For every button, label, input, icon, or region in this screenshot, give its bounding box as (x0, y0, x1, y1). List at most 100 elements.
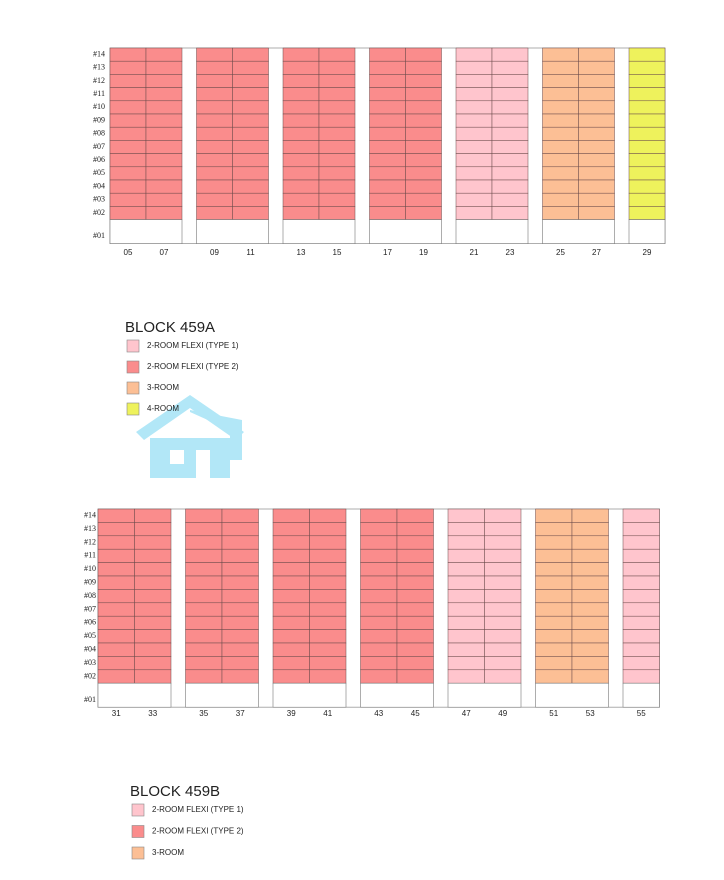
unit-cell (622, 656, 660, 671)
unit-cell (360, 669, 398, 684)
unit-cell (447, 535, 485, 550)
unit-cell (232, 179, 269, 194)
unit-label: 35 (199, 709, 208, 718)
unit-cell (369, 47, 406, 62)
unit-cell (109, 60, 147, 75)
unit-cell (196, 60, 233, 75)
floor-label: #13 (93, 63, 105, 72)
unit-cell (405, 60, 442, 75)
unit-cell (145, 47, 183, 62)
unit-cell (484, 629, 522, 644)
floor-label: #04 (93, 181, 105, 190)
floor-label: #03 (93, 195, 105, 204)
floor-label: #06 (93, 155, 105, 164)
unit-cell (134, 642, 172, 657)
unit-cell (221, 669, 259, 684)
unit-cell (221, 508, 259, 523)
unit-cell (396, 508, 434, 523)
unit-cell (491, 179, 529, 194)
unit-cell (134, 615, 172, 630)
floor-label: #02 (84, 671, 96, 680)
ground-floor (542, 219, 615, 244)
unit-label: 45 (411, 709, 420, 718)
unit-cell (318, 47, 356, 62)
unit-cell (272, 615, 310, 630)
unit-cell (272, 522, 310, 537)
unit-cell (369, 74, 406, 88)
unit-cell (542, 126, 579, 141)
unit-cell (484, 575, 522, 590)
unit-cell (447, 669, 485, 684)
unit-cell (447, 629, 485, 644)
unit-label: 53 (586, 709, 595, 718)
unit-cell (571, 629, 609, 644)
ground-floor (185, 682, 259, 708)
unit-cell (455, 192, 493, 207)
unit-cell (622, 508, 660, 523)
unit-cell (484, 589, 522, 604)
unit-cell (97, 615, 135, 630)
unit-cell (109, 153, 147, 168)
unit-cell (455, 153, 493, 168)
unit-cell (109, 179, 147, 194)
unit-cell (578, 179, 615, 194)
unit-cell (571, 535, 609, 550)
unit-cell (369, 113, 406, 128)
unit-cell (185, 589, 223, 604)
unit-cell (196, 100, 233, 115)
floor-label: #10 (93, 102, 105, 111)
unit-cell (535, 575, 573, 590)
unit-cell (447, 589, 485, 604)
unit-cell (578, 74, 615, 88)
unit-cell (360, 562, 398, 577)
unit-cell (134, 508, 172, 523)
unit-cell (455, 206, 493, 220)
unit-cell (578, 100, 615, 115)
ground-floor (360, 682, 434, 708)
floor-label: #09 (84, 578, 96, 587)
unit-cell (396, 589, 434, 604)
unit-cell (318, 179, 356, 194)
unit-cell (447, 508, 485, 523)
unit-cell (578, 126, 615, 141)
unit-cell (272, 589, 310, 604)
unit-cell (185, 508, 223, 523)
unit-cell (309, 669, 347, 684)
unit-cell (318, 87, 356, 102)
unit-cell (578, 140, 615, 154)
unit-cell (196, 206, 233, 220)
unit-label: 23 (506, 248, 515, 257)
unit-cell (578, 206, 615, 220)
unit-cell (360, 656, 398, 671)
unit-cell (535, 548, 573, 563)
unit-cell (369, 192, 406, 207)
unit-cell (232, 192, 269, 207)
unit-cell (232, 126, 269, 141)
unit-cell (318, 153, 356, 168)
unit-cell (571, 575, 609, 590)
unit-cell (578, 47, 615, 62)
unit-cell (396, 562, 434, 577)
unit-cell (134, 548, 172, 563)
ground-floor (109, 219, 183, 244)
unit-cell (628, 140, 666, 154)
floor-label: #10 (84, 564, 96, 573)
unit-cell (571, 642, 609, 657)
unit-cell (628, 74, 666, 88)
unit-cell (109, 113, 147, 128)
unit-cell (578, 60, 615, 75)
unit-cell (405, 47, 442, 62)
unit-cell (542, 166, 579, 181)
floor-label: #01 (93, 231, 105, 240)
unit-cell (97, 642, 135, 657)
unit-cell (396, 575, 434, 590)
unit-cell (221, 589, 259, 604)
unit-cell (221, 629, 259, 644)
unit-cell (318, 166, 356, 181)
unit-cell (185, 669, 223, 684)
unit-cell (145, 100, 183, 115)
unit-label: 09 (210, 248, 219, 257)
ground-floor (535, 682, 609, 708)
unit-cell (405, 87, 442, 102)
